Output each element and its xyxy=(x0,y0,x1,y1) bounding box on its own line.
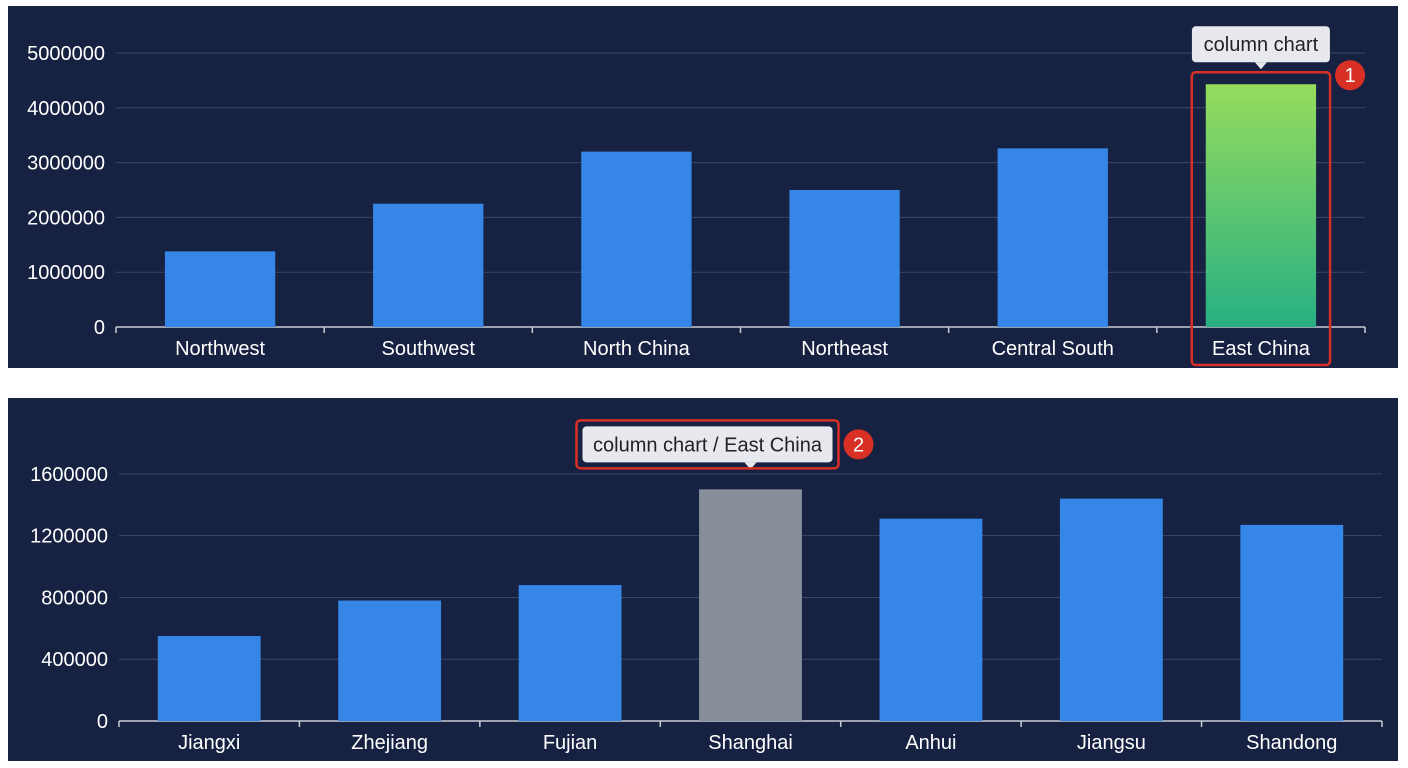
y-tick-label: 0 xyxy=(94,317,105,339)
tooltip-pointer xyxy=(1254,62,1267,70)
bar-zhejiang[interactable] xyxy=(338,600,442,721)
x-tick-label-east-china: East China xyxy=(1212,338,1311,360)
province-chart-panel: 0 400000 800000 1200000 1600000 Jiangxi Zhejia… xyxy=(8,398,1398,761)
y-tick-label: 1200000 xyxy=(30,526,108,548)
tooltip-text: column chart / East China xyxy=(593,434,823,456)
tooltip: column chart / East China xyxy=(582,426,833,470)
x-tick-label-jiangxi: Jiangxi xyxy=(178,732,240,754)
y-tick-label: 1000000 xyxy=(27,262,105,284)
x-tick-label-northeast: Northeast xyxy=(801,338,888,360)
x-tick-label-shanghai: Shanghai xyxy=(708,732,793,754)
annotation-badge-number: 2 xyxy=(853,434,864,456)
bar-jiangsu[interactable] xyxy=(1059,498,1163,721)
bar-fujian[interactable] xyxy=(518,585,622,721)
x-tick-label-north-china: North China xyxy=(583,338,691,360)
bar-northwest[interactable] xyxy=(164,251,276,327)
annotation-badge-number: 1 xyxy=(1345,65,1356,87)
x-tick-label-fujian: Fujian xyxy=(543,732,597,754)
bar-northeast[interactable] xyxy=(789,190,900,327)
x-tick-label-zhejiang: Zhejiang xyxy=(351,732,428,754)
bar-shandong[interactable] xyxy=(1240,524,1344,721)
y-tick-label: 800000 xyxy=(41,587,108,609)
y-tick-label: 2000000 xyxy=(27,207,105,229)
x-tick-label-northwest: Northwest xyxy=(175,338,265,360)
bar-shanghai[interactable] xyxy=(699,489,802,721)
bar-anhui[interactable] xyxy=(879,518,983,721)
tooltip-pointer xyxy=(744,462,757,470)
y-tick-label: 0 xyxy=(97,711,108,733)
bar-southwest[interactable] xyxy=(373,203,484,327)
x-tick-label-shandong: Shandong xyxy=(1246,732,1337,754)
x-tick-label-southwest: Southwest xyxy=(382,338,476,360)
region-chart-panel: 0 1000000 2000000 3000000 4000000 5000000 Nort… xyxy=(8,6,1398,368)
annotation-box xyxy=(1190,70,1332,367)
bar-central-south[interactable] xyxy=(997,148,1108,327)
tooltip: column chart xyxy=(1191,26,1330,70)
y-tick-label: 1600000 xyxy=(30,464,108,486)
x-tick-label-jiangsu: Jiangsu xyxy=(1077,732,1146,754)
x-tick-label-central-south: Central South xyxy=(992,338,1114,360)
annotation-box xyxy=(575,419,840,470)
bar-north-china[interactable] xyxy=(581,151,692,327)
y-tick-label: 3000000 xyxy=(27,153,105,175)
annotation-badge: 2 xyxy=(843,429,874,460)
y-tick-label: 400000 xyxy=(41,649,108,671)
y-tick-label: 5000000 xyxy=(27,43,105,65)
tooltip-text: column chart xyxy=(1204,34,1319,56)
bar-jiangxi[interactable] xyxy=(157,636,261,721)
annotation-badge: 1 xyxy=(1335,60,1366,91)
y-tick-label: 4000000 xyxy=(27,98,105,120)
bar-east-china[interactable] xyxy=(1205,84,1317,328)
province-bar-chart: 0 400000 800000 1200000 1600000 Jiangxi Zhejia… xyxy=(30,419,1383,754)
region-bar-chart: 0 1000000 2000000 3000000 4000000 5000000 Nort… xyxy=(27,26,1366,367)
x-tick-label-anhui: Anhui xyxy=(905,732,956,754)
